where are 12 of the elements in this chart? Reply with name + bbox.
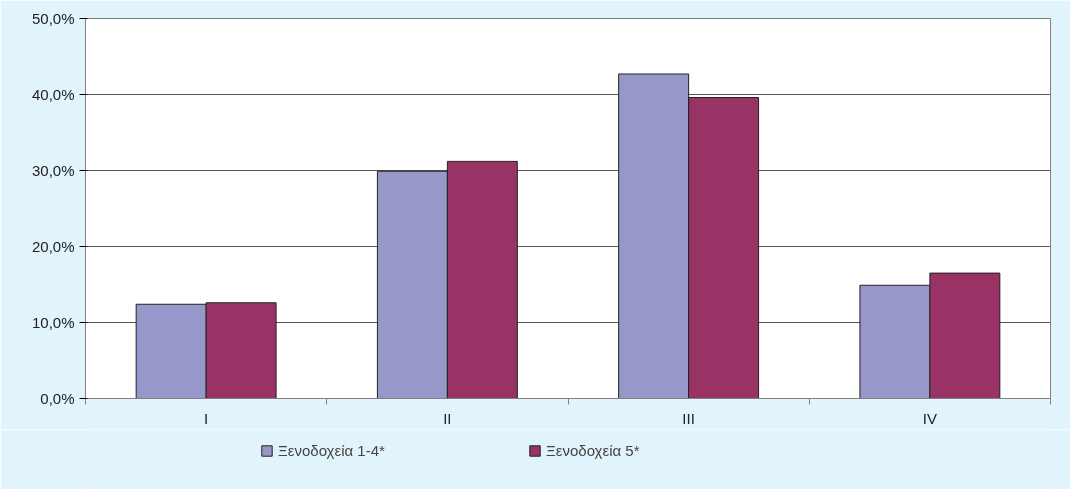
x-tick-label: II	[443, 409, 452, 427]
x-tick-label: I	[204, 409, 209, 427]
legend-label: Ξενοδοχεία 5*	[546, 442, 641, 459]
y-tick-label: 0,0%	[40, 390, 75, 407]
x-tick-label: IV	[922, 409, 937, 427]
y-tick-label: 20,0%	[31, 238, 75, 255]
y-tick-label: 40,0%	[31, 86, 75, 103]
legend-label: Ξενοδοχεία 1-4*	[278, 442, 386, 459]
y-tick-label: 10,0%	[31, 314, 75, 331]
y-tick-label: 50,0%	[31, 10, 75, 27]
x-tick-label: III	[682, 409, 695, 427]
y-tick-label: 30,0%	[31, 162, 75, 179]
